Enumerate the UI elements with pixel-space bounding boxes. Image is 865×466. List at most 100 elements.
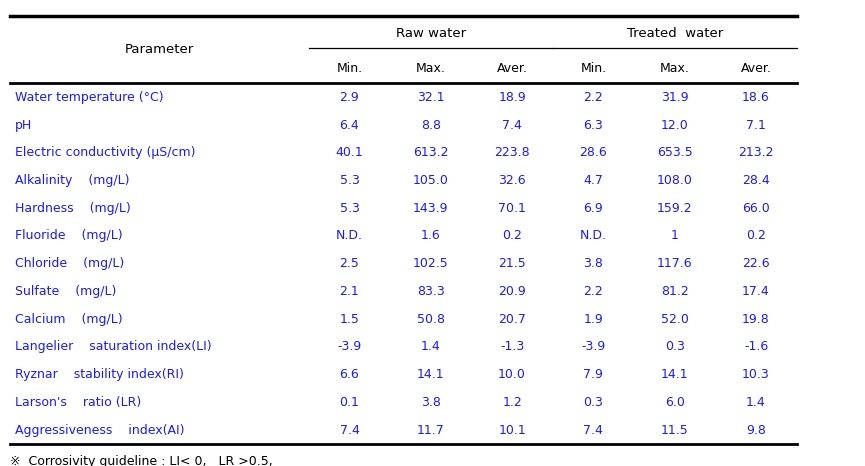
Text: 3.8: 3.8: [584, 257, 603, 270]
Text: 5.3: 5.3: [340, 174, 359, 187]
Text: 32.1: 32.1: [417, 91, 445, 104]
Text: 105.0: 105.0: [413, 174, 449, 187]
Text: 0.2: 0.2: [746, 229, 766, 242]
Text: 28.6: 28.6: [580, 146, 607, 159]
Text: Aver.: Aver.: [497, 62, 528, 75]
Text: 21.5: 21.5: [498, 257, 526, 270]
Text: Ryznar    stability index(RI): Ryznar stability index(RI): [15, 368, 183, 381]
Text: 213.2: 213.2: [738, 146, 774, 159]
Text: Electric conductivity (μS/cm): Electric conductivity (μS/cm): [15, 146, 195, 159]
Text: Calcium    (mg/L): Calcium (mg/L): [15, 313, 122, 326]
Text: 0.2: 0.2: [503, 229, 522, 242]
Text: Fluoride    (mg/L): Fluoride (mg/L): [15, 229, 122, 242]
Text: 2.9: 2.9: [340, 91, 359, 104]
Text: 28.4: 28.4: [742, 174, 770, 187]
Text: 6.6: 6.6: [340, 368, 359, 381]
Text: Aver.: Aver.: [740, 62, 772, 75]
Text: 613.2: 613.2: [413, 146, 449, 159]
Text: 14.1: 14.1: [661, 368, 689, 381]
Text: 1.5: 1.5: [340, 313, 359, 326]
Text: 10.3: 10.3: [742, 368, 770, 381]
Text: 9.8: 9.8: [746, 424, 766, 437]
Text: Max.: Max.: [416, 62, 445, 75]
Text: 70.1: 70.1: [498, 202, 526, 215]
Text: 1.2: 1.2: [503, 396, 522, 409]
Text: 10.0: 10.0: [498, 368, 526, 381]
Text: 66.0: 66.0: [742, 202, 770, 215]
Text: N.D.: N.D.: [336, 229, 363, 242]
Text: 20.7: 20.7: [498, 313, 526, 326]
Text: 2.2: 2.2: [584, 285, 603, 298]
Text: 18.9: 18.9: [498, 91, 526, 104]
Text: 223.8: 223.8: [494, 146, 530, 159]
Text: 7.1: 7.1: [746, 118, 766, 131]
Text: Min.: Min.: [336, 62, 362, 75]
Text: 14.1: 14.1: [417, 368, 445, 381]
Text: pH: pH: [15, 118, 32, 131]
Text: 117.6: 117.6: [657, 257, 693, 270]
Text: 52.0: 52.0: [661, 313, 689, 326]
Text: 81.2: 81.2: [661, 285, 689, 298]
Text: 17.4: 17.4: [742, 285, 770, 298]
Text: -3.9: -3.9: [337, 340, 362, 353]
Text: Larson's    ratio (LR): Larson's ratio (LR): [15, 396, 141, 409]
Text: 0.1: 0.1: [340, 396, 359, 409]
Text: Langelier    saturation index(LI): Langelier saturation index(LI): [15, 340, 211, 353]
Text: 6.4: 6.4: [340, 118, 359, 131]
Text: 0.3: 0.3: [584, 396, 603, 409]
Text: 11.7: 11.7: [417, 424, 445, 437]
Text: 22.6: 22.6: [742, 257, 770, 270]
Text: 8.8: 8.8: [420, 118, 441, 131]
Text: 2.1: 2.1: [340, 285, 359, 298]
Text: Treated  water: Treated water: [626, 27, 723, 40]
Text: 19.8: 19.8: [742, 313, 770, 326]
Text: 6.3: 6.3: [584, 118, 603, 131]
Text: 0.3: 0.3: [665, 340, 684, 353]
Text: 12.0: 12.0: [661, 118, 689, 131]
Text: Max.: Max.: [660, 62, 689, 75]
Text: Hardness    (mg/L): Hardness (mg/L): [15, 202, 131, 215]
Text: 7.4: 7.4: [503, 118, 522, 131]
Text: 143.9: 143.9: [413, 202, 449, 215]
Text: 6.9: 6.9: [584, 202, 603, 215]
Text: Parameter: Parameter: [125, 43, 195, 56]
Text: 6.0: 6.0: [665, 396, 684, 409]
Text: 31.9: 31.9: [661, 91, 689, 104]
Text: N.D.: N.D.: [580, 229, 607, 242]
Text: 1.4: 1.4: [421, 340, 440, 353]
Text: 1.4: 1.4: [746, 396, 766, 409]
Text: Raw water: Raw water: [395, 27, 466, 40]
Text: 7.4: 7.4: [584, 424, 603, 437]
Text: -1.3: -1.3: [500, 340, 524, 353]
Text: 20.9: 20.9: [498, 285, 526, 298]
Text: 653.5: 653.5: [657, 146, 693, 159]
Text: 5.3: 5.3: [340, 202, 359, 215]
Text: 4.7: 4.7: [584, 174, 603, 187]
Text: 1: 1: [670, 229, 679, 242]
Text: Sulfate    (mg/L): Sulfate (mg/L): [15, 285, 116, 298]
Text: 1.9: 1.9: [584, 313, 603, 326]
Text: 2.2: 2.2: [584, 91, 603, 104]
Text: 83.3: 83.3: [417, 285, 445, 298]
Text: 159.2: 159.2: [657, 202, 693, 215]
Text: Alkalinity    (mg/L): Alkalinity (mg/L): [15, 174, 129, 187]
Text: 2.5: 2.5: [340, 257, 359, 270]
Text: -1.6: -1.6: [744, 340, 768, 353]
Text: Min.: Min.: [580, 62, 606, 75]
Text: 108.0: 108.0: [657, 174, 693, 187]
Text: Water temperature (°C): Water temperature (°C): [15, 91, 163, 104]
Text: 32.6: 32.6: [498, 174, 526, 187]
Text: 11.5: 11.5: [661, 424, 689, 437]
Text: 50.8: 50.8: [417, 313, 445, 326]
Text: 1.6: 1.6: [421, 229, 440, 242]
Text: ※  Corrosivity guideline : LI< 0,   LR >0.5,: ※ Corrosivity guideline : LI< 0, LR >0.5…: [10, 455, 273, 466]
Text: 18.6: 18.6: [742, 91, 770, 104]
Text: 7.4: 7.4: [340, 424, 359, 437]
Text: Chloride    (mg/L): Chloride (mg/L): [15, 257, 124, 270]
Text: 102.5: 102.5: [413, 257, 449, 270]
Text: Aggressiveness    index(AI): Aggressiveness index(AI): [15, 424, 184, 437]
Text: 3.8: 3.8: [421, 396, 440, 409]
Text: 40.1: 40.1: [336, 146, 363, 159]
Text: 7.9: 7.9: [584, 368, 603, 381]
Text: 10.1: 10.1: [498, 424, 526, 437]
